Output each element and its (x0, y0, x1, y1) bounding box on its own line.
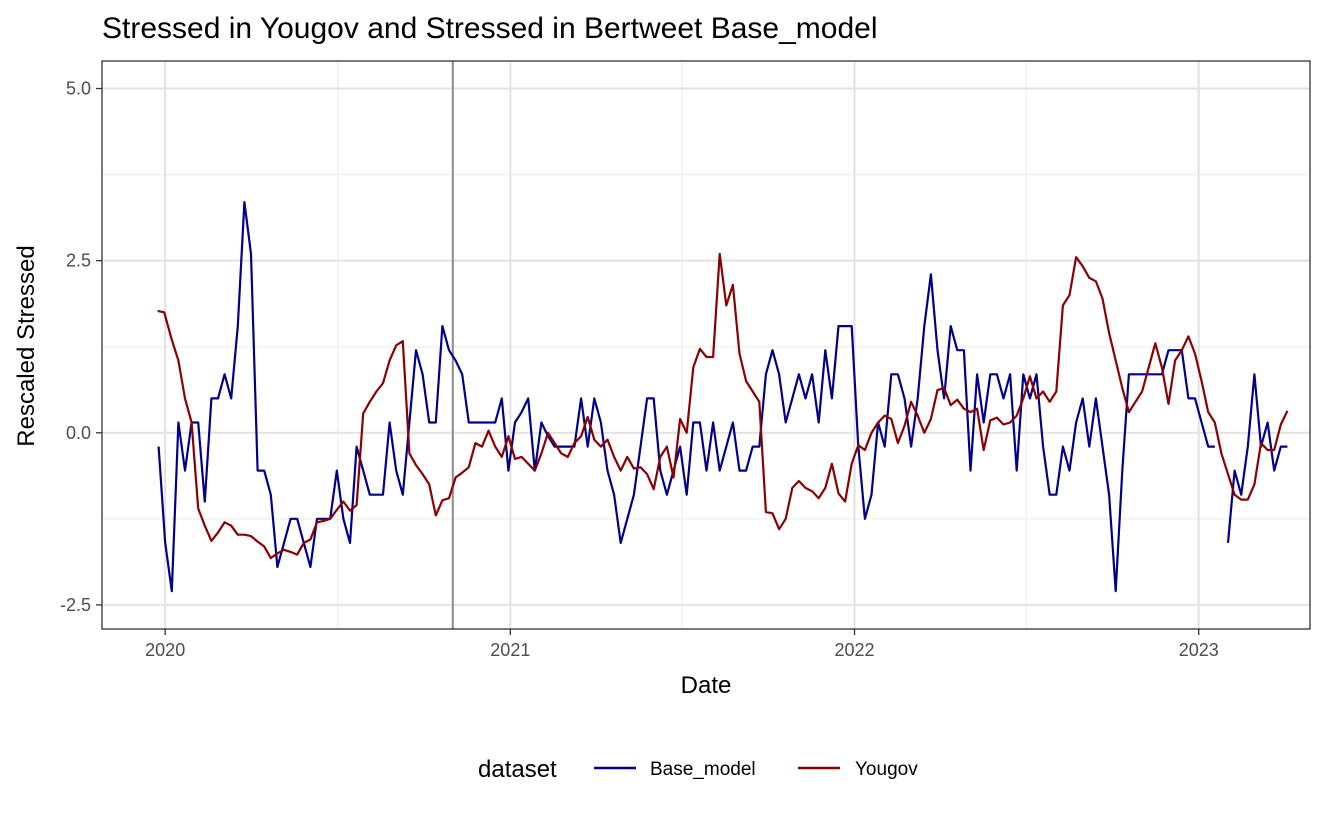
x-tick-label: 2021 (490, 640, 530, 660)
legend-label-base-model: Base_model (650, 759, 756, 780)
legend-title: dataset (478, 756, 557, 783)
x-axis: 2020 2021 2022 2023 (145, 629, 1219, 660)
legend: dataset Base_model Yougov (478, 756, 918, 783)
x-tick-label: 2022 (835, 640, 875, 660)
y-tick-label: 0.0 (66, 423, 91, 443)
series-base-model (157, 201, 1288, 593)
grid (102, 61, 1310, 629)
x-tick-label: 2023 (1179, 640, 1219, 660)
y-axis: -2.5 0.0 2.5 5.0 (60, 79, 102, 615)
legend-label-yougov: Yougov (855, 759, 918, 780)
y-axis-title: Rescaled Stressed (13, 245, 40, 446)
y-tick-label: -2.5 (60, 595, 91, 615)
series-layer (157, 201, 1289, 593)
plot-panel-border (101, 60, 1311, 630)
series-line-base-model (157, 201, 1215, 593)
chart-title: Stressed in Yougov and Stressed in Bertw… (102, 12, 878, 45)
x-axis-title: Date (681, 672, 732, 699)
x-tick-label: 2020 (145, 640, 185, 660)
series-line-yougov (157, 252, 1289, 560)
y-tick-label: 5.0 (66, 79, 91, 99)
series-yougov (157, 252, 1289, 560)
series-line-base-model (1226, 373, 1288, 544)
y-tick-label: 2.5 (66, 251, 91, 271)
